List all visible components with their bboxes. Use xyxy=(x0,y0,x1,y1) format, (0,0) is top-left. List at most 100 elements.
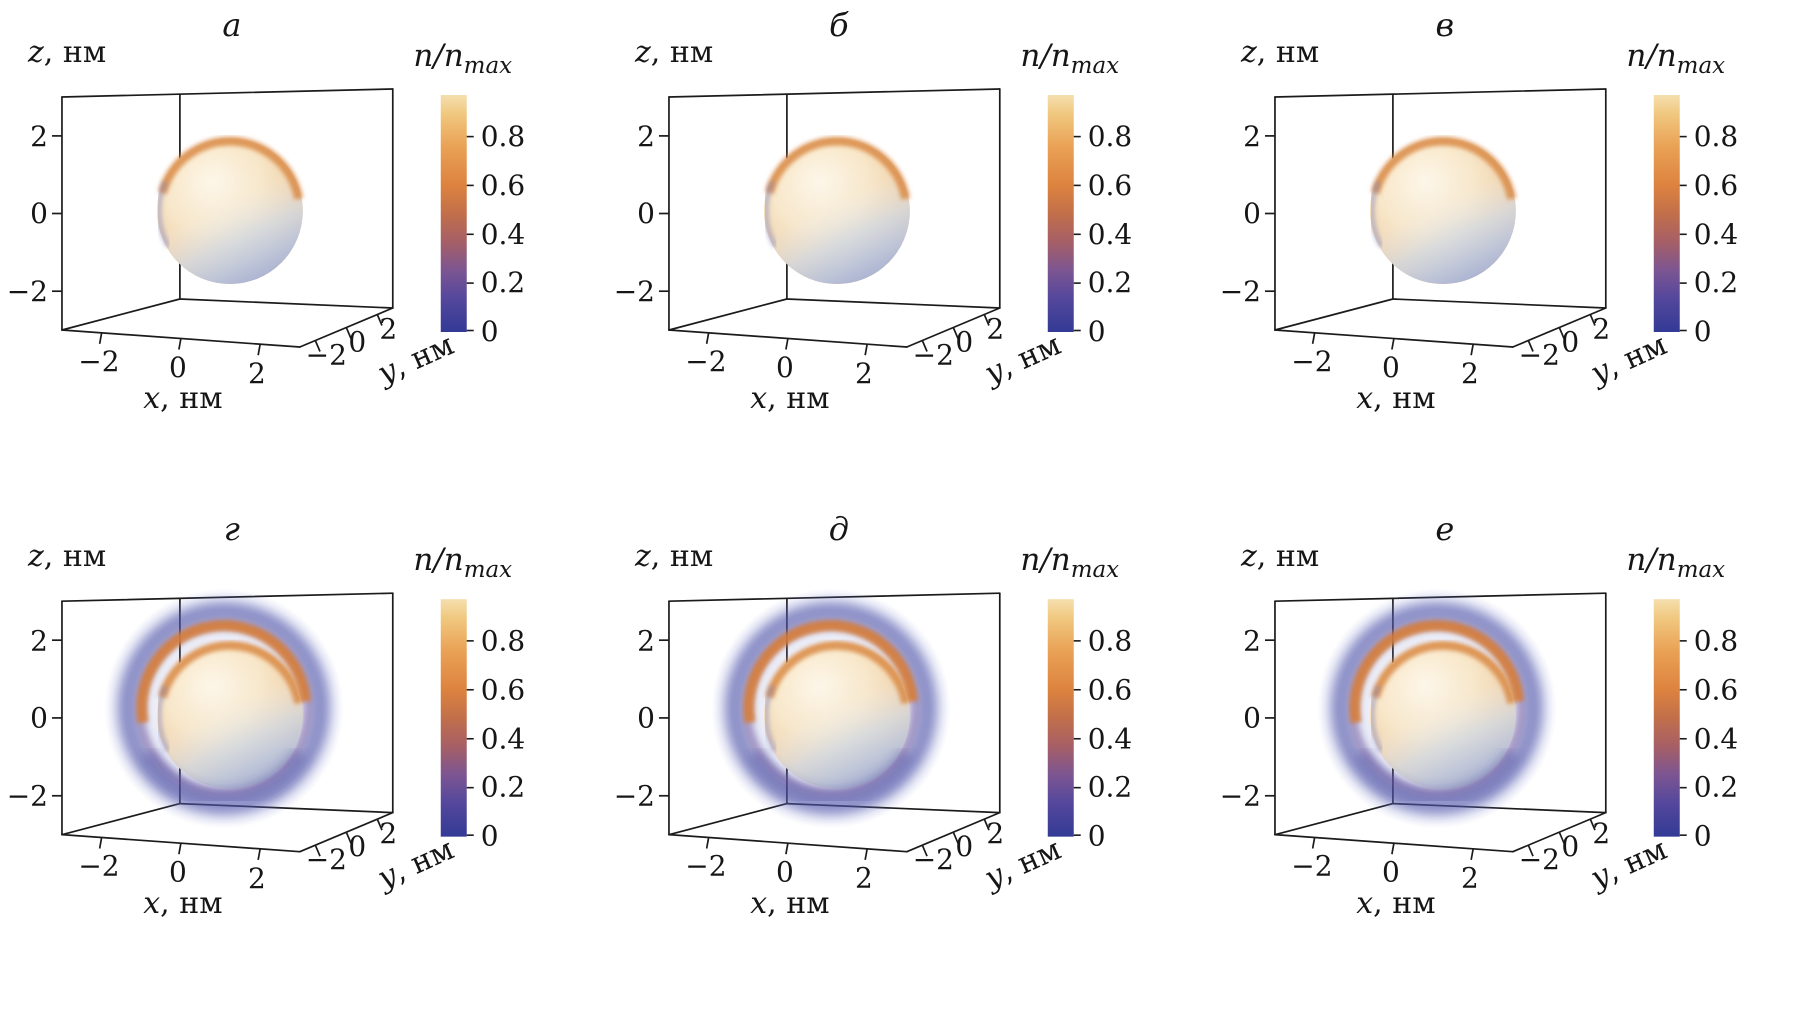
x-tick-0: 0 xyxy=(776,856,794,889)
x-axis-label: x, нм xyxy=(750,886,829,921)
colorbar-title-main: n/n xyxy=(1020,542,1070,578)
x-tick-m2: −2 xyxy=(685,345,726,378)
colorbar-title-main: n/n xyxy=(1627,38,1677,74)
z-tick-0: 0 xyxy=(637,197,655,230)
sphere-orange-cap xyxy=(1371,136,1517,200)
z-tick-m2: −2 xyxy=(7,780,48,813)
cb-tick-02: 0.2 xyxy=(1087,266,1132,299)
colorbar-title-sub: max xyxy=(1070,557,1118,583)
z-axis-var: z xyxy=(1240,35,1257,70)
sphere xyxy=(1369,136,1517,284)
colorbar-title-main: n/n xyxy=(1627,542,1677,578)
z-axis-unit: , нм xyxy=(1257,35,1319,70)
cb-tick-02: 0.2 xyxy=(1694,771,1739,804)
cb-tick-04: 0.4 xyxy=(1087,722,1132,755)
colorbar-title-sub: max xyxy=(1677,53,1725,79)
colorbar-title: n/nmax xyxy=(1020,542,1119,583)
cb-tick-04: 0.4 xyxy=(1694,218,1739,251)
z-axis-label: z, нм xyxy=(1240,539,1319,574)
x-axis-unit: , нм xyxy=(767,886,829,921)
z-tick-2: 2 xyxy=(637,120,655,153)
cb-tick-02: 0.2 xyxy=(481,771,525,804)
colorbar-title-sub: max xyxy=(1070,53,1118,79)
y-tick-2: 2 xyxy=(379,817,397,850)
panel-canvas: г z, нм 2 0 xyxy=(7,510,525,921)
y-tick-2: 2 xyxy=(986,817,1004,850)
x-tick-0: 0 xyxy=(776,351,794,384)
z-tick-0: 0 xyxy=(1243,701,1261,734)
x-tick-0: 0 xyxy=(1382,856,1400,889)
z-tick-0: 0 xyxy=(1243,197,1261,230)
panel-label: а xyxy=(222,6,241,44)
y-tick-m2: −2 xyxy=(912,843,953,876)
panel-label: д xyxy=(828,510,848,548)
z-tick-m2: −2 xyxy=(613,275,654,308)
y-axis-unit: , нм xyxy=(388,832,459,889)
z-axis-unit: , нм xyxy=(44,539,106,574)
y-tick-m2: −2 xyxy=(912,338,953,371)
panel-5: д z, нм 2 0 xyxy=(607,504,1214,1009)
sphere-cool-shading xyxy=(763,642,910,789)
z-axis-label: z, нм xyxy=(27,539,106,574)
panel-label: в xyxy=(1436,6,1455,44)
panel-label: г xyxy=(224,510,240,548)
cb-tick-08: 0.8 xyxy=(481,120,526,153)
colorbar-tick-labels: 0.8 0.6 0.4 0.2 0 xyxy=(1087,624,1132,852)
cb-tick-04: 0.4 xyxy=(1087,218,1132,251)
x-tick-labels: −2 0 2 xyxy=(685,850,872,895)
y-tick-2: 2 xyxy=(986,312,1004,345)
z-tick-0: 0 xyxy=(637,701,655,734)
colorbar-title-main: n/n xyxy=(1020,38,1070,74)
panel-label: б xyxy=(829,6,849,44)
x-axis-var: x xyxy=(750,886,767,921)
sphere-cool-shading xyxy=(156,138,303,284)
x-tick-m2: −2 xyxy=(685,850,726,883)
sphere-blue-fringe xyxy=(156,684,171,753)
z-axis-label: z, нм xyxy=(1240,35,1319,70)
cb-tick-0: 0 xyxy=(1087,820,1105,853)
cb-tick-0: 0 xyxy=(1694,820,1712,853)
x-axis-var: x xyxy=(1357,381,1374,416)
z-tick-labels: 2 0 −2 xyxy=(1220,624,1261,812)
x-axis-label: x, нм xyxy=(750,381,829,416)
sphere-blue-fringe xyxy=(1369,684,1384,753)
sphere xyxy=(763,640,910,789)
sphere xyxy=(156,136,304,284)
y-tick-labels: −2 0 2 xyxy=(1519,312,1610,371)
z-tick-2: 2 xyxy=(1243,624,1261,657)
panel-canvas: д z, нм 2 0 xyxy=(613,510,1132,921)
sphere-orange-cap xyxy=(1371,640,1517,705)
x-tick-labels: −2 0 2 xyxy=(1292,345,1479,390)
y-axis-unit: , нм xyxy=(995,832,1066,889)
x-tick-2: 2 xyxy=(248,357,266,390)
colorbar-title-sub: max xyxy=(464,53,512,79)
cb-tick-08: 0.8 xyxy=(1087,624,1132,657)
panel-4: г z, нм 2 0 xyxy=(0,504,607,1009)
box-edge-floor-back xyxy=(179,298,394,309)
box-edge-floor-left xyxy=(667,298,788,331)
x-axis-unit: , нм xyxy=(160,381,222,416)
box-edge-floor-left xyxy=(61,298,181,331)
colorbar: n/nmax 0.8 0.6 0.4 0.2 0 xyxy=(1020,38,1132,348)
x-axis-label: x, нм xyxy=(1357,886,1436,921)
colorbar: n/nmax 0.8 0.6 0.4 0.2 0 xyxy=(1627,542,1739,853)
cb-tick-04: 0.4 xyxy=(481,722,525,755)
y-tick-0: 0 xyxy=(955,325,973,358)
colorbar-title-main: n/n xyxy=(413,38,463,74)
halo-front-band xyxy=(747,748,914,805)
x-tick-2: 2 xyxy=(1461,357,1479,390)
sphere xyxy=(1369,640,1517,789)
colorbar-gradient xyxy=(1654,95,1681,332)
cb-tick-08: 0.8 xyxy=(1087,120,1132,153)
halo-orange-band xyxy=(136,620,312,724)
x-tick-m2: −2 xyxy=(78,345,119,378)
colorbar-gradient xyxy=(1047,599,1074,837)
panel-6: е z, нм 2 0 xyxy=(1213,504,1820,1009)
colorbar: n/nmax 0.8 0.6 0.4 0.2 0 xyxy=(413,542,525,853)
axis-ticks xyxy=(51,135,383,356)
colorbar-ticks xyxy=(466,135,474,332)
colorbar-tick-labels: 0.8 0.6 0.4 0.2 0 xyxy=(481,624,525,852)
y-tick-labels: −2 0 2 xyxy=(1519,817,1610,876)
halo-orange-band xyxy=(743,620,918,724)
box-edge-top xyxy=(667,88,1001,98)
